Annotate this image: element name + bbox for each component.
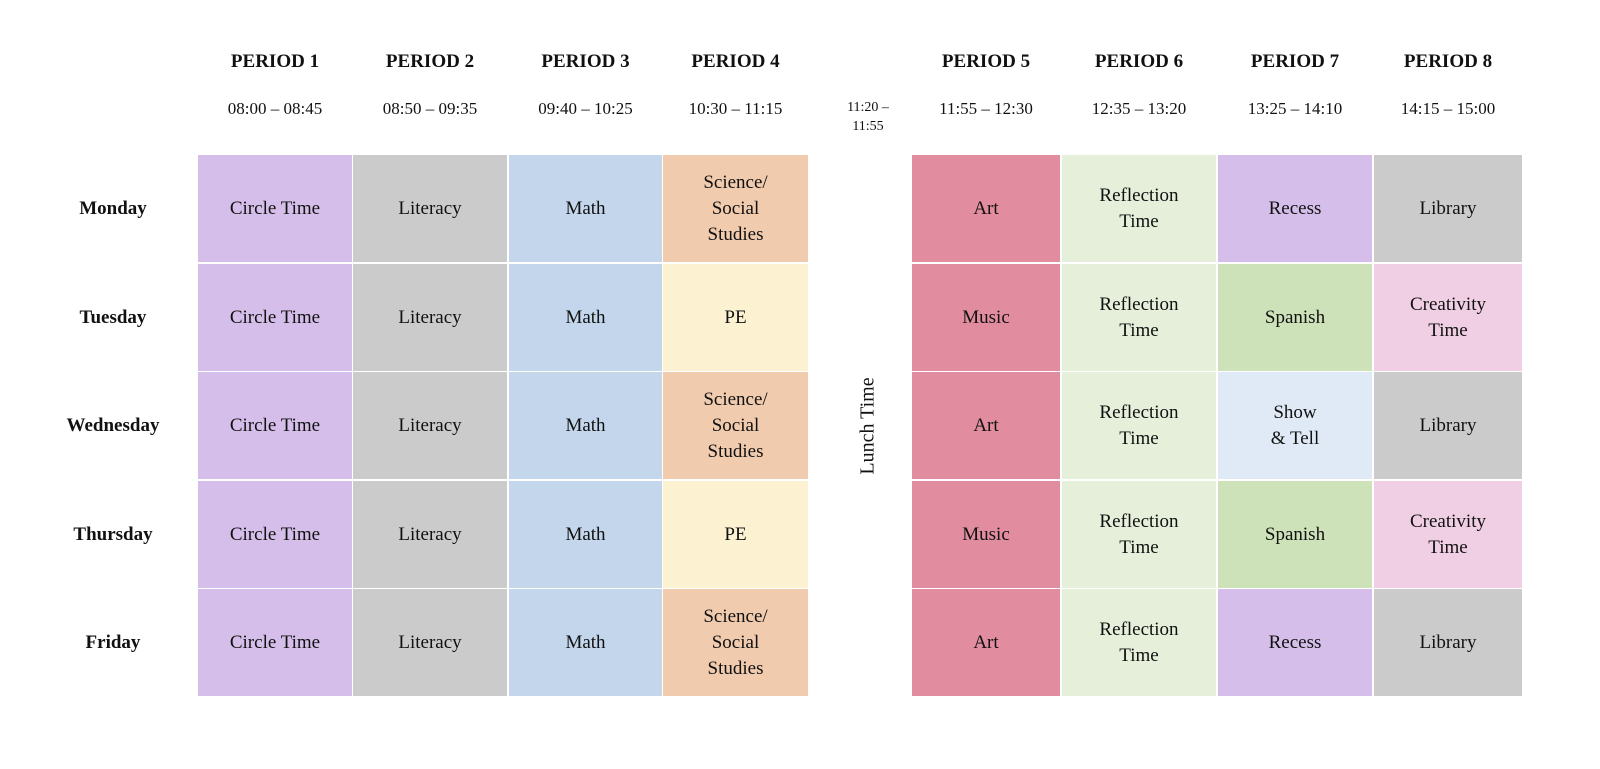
day-label: Monday (79, 197, 147, 219)
schedule-cell: Music (912, 481, 1060, 588)
schedule-cell: Reflection Time (1062, 264, 1216, 371)
schedule-cell: Creativity Time (1374, 264, 1522, 371)
period-time: 12:35 – 13:20 (1091, 99, 1187, 118)
schedule-cell: Reflection Time (1062, 372, 1216, 479)
period-header: PERIOD 3 (541, 51, 630, 72)
schedule-cell: Science/ Social Studies (663, 589, 808, 696)
period-header: PERIOD 1 (230, 51, 320, 72)
schedule-cell: Math (509, 589, 662, 696)
schedule-cell: Art (912, 589, 1060, 696)
period-header: PERIOD 8 (1403, 51, 1493, 72)
schedule-cell: Library (1374, 155, 1522, 262)
schedule-cell: Circle Time (198, 372, 352, 479)
schedule-cell: Literacy (353, 372, 507, 479)
period-header: PERIOD 2 (385, 51, 475, 72)
period-time: 11:55 – 12:30 (939, 99, 1033, 118)
schedule-cell: Music (912, 264, 1060, 371)
schedule-cell: Literacy (353, 589, 507, 696)
schedule-cell: Show & Tell (1218, 372, 1372, 479)
period-time: 08:50 – 09:35 (382, 99, 478, 118)
period-time: 09:40 – 10:25 (538, 99, 633, 118)
schedule-cell: PE (663, 264, 808, 371)
schedule-cell: Math (509, 155, 662, 262)
schedule-cell: Reflection Time (1062, 481, 1216, 588)
schedule-cell: Spanish (1218, 481, 1372, 588)
schedule-cell: Circle Time (198, 589, 352, 696)
schedule-cell: Science/ Social Studies (663, 155, 808, 262)
day-label: Friday (85, 631, 141, 653)
period-time: 14:15 – 15:00 (1400, 99, 1496, 118)
period-time: 08:00 – 08:45 (227, 99, 323, 118)
schedule-cell: Math (509, 372, 662, 479)
schedule-cell: Literacy (353, 481, 507, 588)
period-header: PERIOD 6 (1094, 51, 1184, 72)
schedule-cell: Reflection Time (1062, 155, 1216, 262)
period-time: 13:25 – 14:10 (1247, 99, 1343, 118)
period-time: 10:30 – 11:15 (688, 99, 783, 118)
schedule-cell: Reflection Time (1062, 589, 1216, 696)
schedule-cell: Math (509, 481, 662, 588)
schedule-cell: Circle Time (198, 264, 352, 371)
schedule-cell: Science/ Social Studies (663, 372, 808, 479)
schedule-cell: Creativity Time (1374, 481, 1522, 588)
day-label: Thursday (73, 523, 153, 545)
lunch-time-start: 11:20 – (847, 100, 889, 115)
day-label: Tuesday (79, 306, 147, 328)
schedule-cell: Recess (1218, 589, 1372, 696)
schedule-cell: Library (1374, 589, 1522, 696)
schedule-cell: Circle Time (198, 155, 352, 262)
schedule-cell: Literacy (353, 264, 507, 371)
lunch-time-label: Lunch Time (856, 377, 879, 475)
schedule-cell: Math (509, 264, 662, 371)
schedule-cell: Recess (1218, 155, 1372, 262)
day-label: Wednesday (66, 414, 160, 436)
schedule-cell: Spanish (1218, 264, 1372, 371)
schedule-cell: Art (912, 372, 1060, 479)
schedule-cell: Art (912, 155, 1060, 262)
lunch-time-range: 11:20 – 11:55 (828, 98, 908, 136)
schedule-cell: Library (1374, 372, 1522, 479)
schedule-cell: PE (663, 481, 808, 588)
schedule-cell: Circle Time (198, 481, 352, 588)
period-header: PERIOD 7 (1250, 51, 1340, 72)
schedule-cell: Literacy (353, 155, 507, 262)
period-header: PERIOD 5 (941, 51, 1031, 72)
lunch-time-end: 11:55 (852, 119, 884, 134)
period-header: PERIOD 4 (691, 51, 780, 72)
